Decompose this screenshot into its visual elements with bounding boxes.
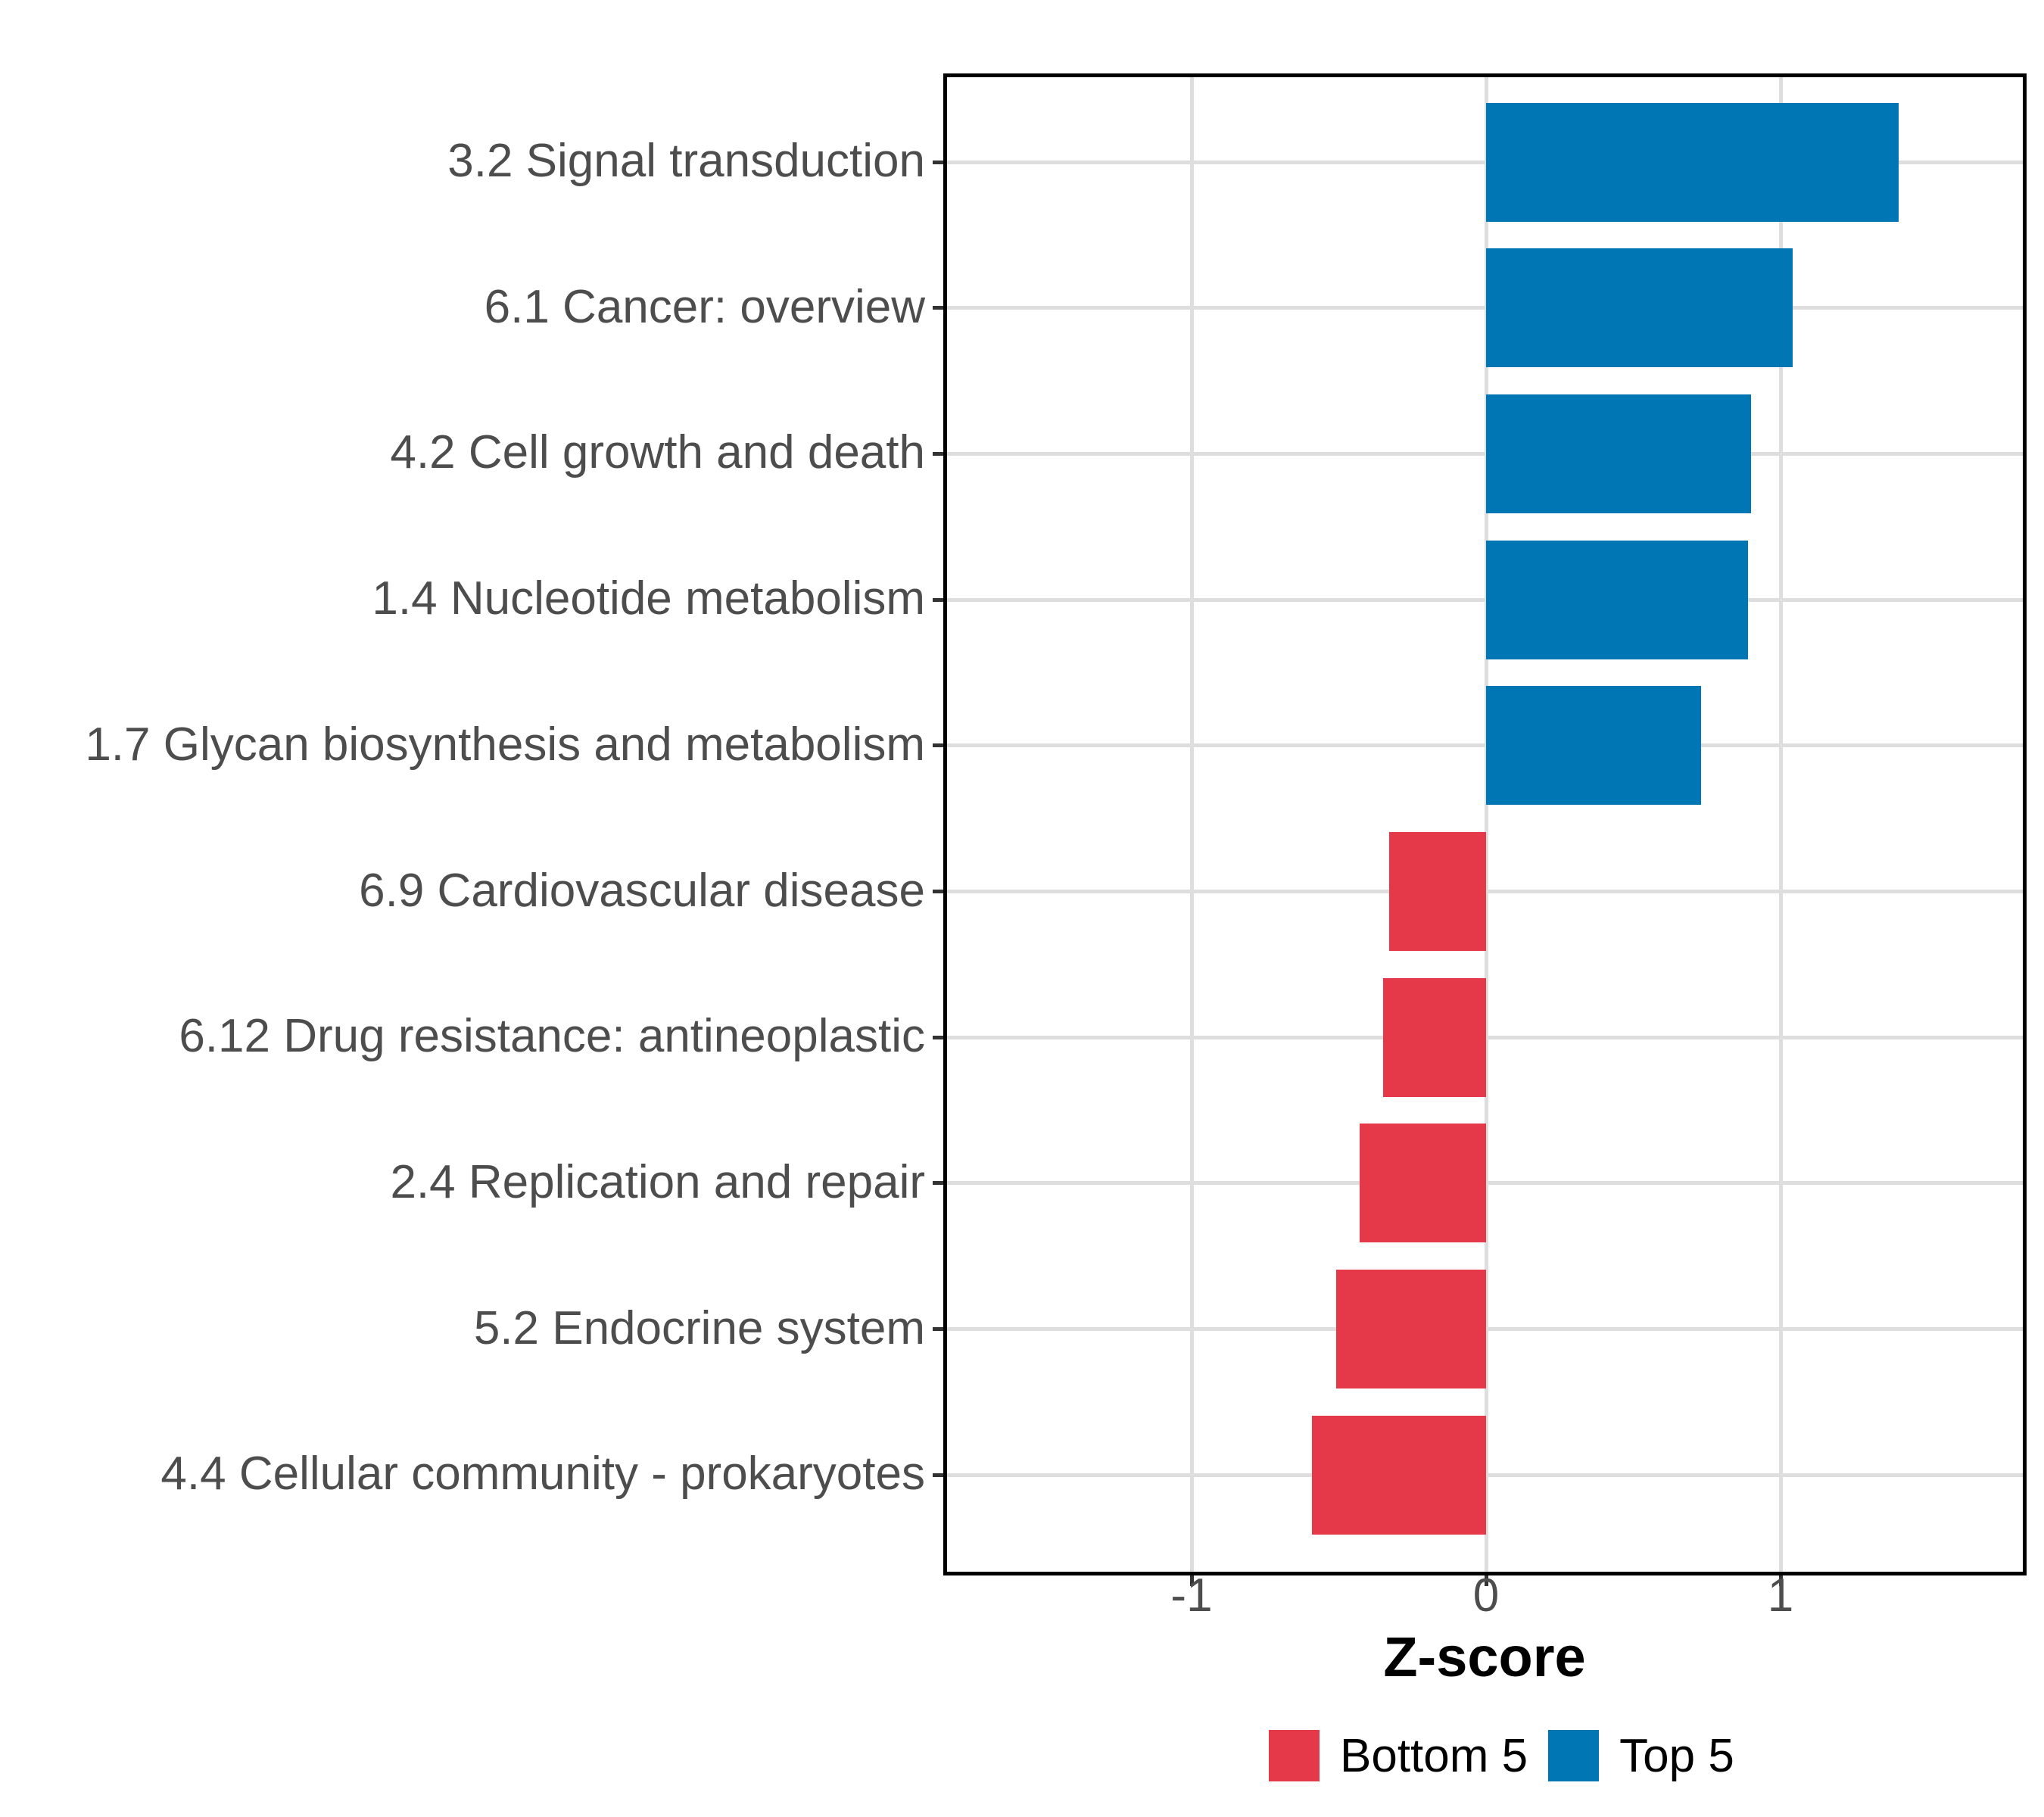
- y-axis-tick: [933, 160, 943, 164]
- y-axis-tick: [933, 743, 943, 748]
- category-label: 4.4 Cellular community - prokaryotes: [160, 1448, 925, 1501]
- bar: [1312, 1415, 1486, 1535]
- bar: [1486, 248, 1793, 368]
- category-label: 6.9 Cardiovascular disease: [359, 864, 925, 917]
- bar: [1486, 394, 1752, 513]
- bar: [1382, 977, 1486, 1097]
- legend-swatch-top5: [1548, 1730, 1600, 1781]
- y-axis-tick: [933, 1181, 943, 1186]
- y-axis-tick: [933, 1327, 943, 1332]
- y-axis-tick: [933, 306, 943, 310]
- bar: [1335, 1270, 1486, 1389]
- legend-label-bottom5: Bottom 5: [1340, 1729, 1528, 1782]
- y-gridline: [945, 597, 2025, 602]
- y-axis-tick: [933, 451, 943, 456]
- x-tick-label: 1: [1767, 1569, 1794, 1622]
- y-gridline: [945, 160, 2025, 164]
- y-axis-tick: [933, 890, 943, 893]
- legend-swatch-bottom5: [1269, 1730, 1320, 1781]
- x-axis-title: Z-score: [1383, 1625, 1586, 1688]
- bar: [1388, 832, 1486, 951]
- bar: [1486, 686, 1701, 806]
- y-axis-tick: [933, 597, 943, 602]
- x-tick-label: -1: [1170, 1569, 1213, 1622]
- legend-label-top5: Top 5: [1619, 1729, 1734, 1782]
- bar: [1486, 102, 1899, 222]
- x-axis-tick: [1484, 1575, 1488, 1586]
- category-label: 5.2 Endocrine system: [473, 1301, 925, 1354]
- category-label: 1.4 Nucleotide metabolism: [372, 572, 925, 625]
- x-gridline: [1484, 75, 1488, 1574]
- bar: [1486, 540, 1749, 659]
- x-axis-tick: [1189, 1575, 1194, 1586]
- category-label: 6.12 Drug resistance: antineoplastic: [179, 1010, 925, 1063]
- bar: [1359, 1124, 1486, 1243]
- y-gridline: [945, 743, 2025, 748]
- y-gridline: [945, 451, 2025, 456]
- legend: Bottom 5 Top 5: [1269, 1729, 1734, 1782]
- y-axis-tick: [933, 1473, 943, 1477]
- x-gridline: [1189, 75, 1194, 1574]
- category-label: 2.4 Replication and repair: [390, 1155, 925, 1208]
- category-label: 4.2 Cell growth and death: [390, 426, 925, 479]
- y-axis-tick: [933, 1035, 943, 1039]
- x-tick-label: 0: [1472, 1569, 1500, 1622]
- category-label: 3.2 Signal transduction: [447, 135, 925, 188]
- x-axis-tick: [1778, 1575, 1783, 1586]
- category-label: 1.7 Glycan biosynthesis and metabolism: [85, 718, 925, 771]
- y-gridline: [945, 306, 2025, 310]
- x-gridline: [1778, 75, 1783, 1574]
- category-label: 6.1 Cancer: overview: [484, 280, 925, 333]
